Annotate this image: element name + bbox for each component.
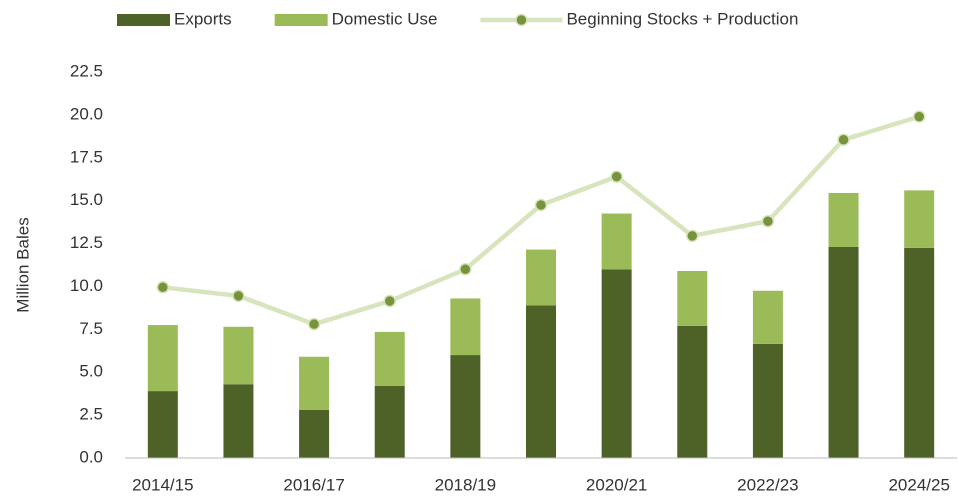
bar: [677, 325, 708, 458]
line-marker: [232, 289, 245, 303]
bar: [450, 355, 481, 458]
y-tick-label: 22.5: [70, 61, 103, 80]
bar: [601, 269, 632, 458]
bar: [147, 325, 178, 392]
line-marker: [686, 229, 699, 243]
line-marker: [156, 281, 170, 294]
x-tick-label: 2024/25: [888, 475, 949, 494]
y-axis-label: Million Bales: [13, 217, 32, 312]
y-tick-label: 15.0: [70, 190, 103, 209]
y-tick-label: 20.0: [70, 104, 103, 123]
line-marker: [912, 110, 926, 123]
bar: [526, 305, 556, 458]
legend-marker: [515, 13, 528, 27]
bar: [904, 247, 935, 458]
bar: [223, 384, 254, 458]
x-tick-label: 2016/17: [283, 475, 344, 494]
x-tick-label: 2022/23: [737, 475, 798, 494]
bar: [299, 356, 330, 410]
bar: [601, 213, 632, 270]
line-marker: [383, 294, 396, 308]
bar: [677, 271, 708, 326]
bar: [828, 192, 859, 247]
x-tick-label: 2020/21: [586, 475, 647, 494]
y-tick-label: 5.0: [79, 362, 103, 381]
legend-swatch: [274, 14, 328, 26]
y-tick-label: 7.5: [79, 319, 103, 338]
bar: [526, 249, 556, 306]
y-tick-label: 17.5: [70, 147, 103, 166]
legend-swatch: [117, 14, 170, 26]
legend-label: Exports: [174, 9, 232, 28]
bar: [904, 190, 935, 248]
y-tick-label: 0.0: [79, 447, 103, 466]
line-marker: [307, 317, 321, 331]
line-marker: [610, 170, 623, 183]
y-tick-label: 2.5: [79, 405, 103, 424]
legend-label: Domestic Use: [332, 9, 438, 28]
bar: [299, 409, 330, 458]
bar: [828, 246, 859, 458]
bar: [223, 326, 254, 385]
bar: [374, 331, 405, 386]
x-tick-label: 2014/15: [132, 475, 193, 494]
line-marker: [459, 263, 472, 276]
bar: [752, 343, 783, 458]
legend-label: Beginning Stocks + Production: [566, 9, 798, 28]
bar: [450, 298, 481, 356]
bar: [374, 385, 405, 458]
line-marker: [534, 198, 548, 212]
line-marker: [837, 133, 850, 147]
y-tick-label: 10.0: [70, 276, 103, 295]
x-tick-label: 2018/19: [435, 475, 496, 494]
bar: [752, 290, 783, 344]
line-marker: [761, 215, 775, 228]
bar: [147, 391, 178, 458]
y-tick-label: 12.5: [70, 233, 103, 252]
